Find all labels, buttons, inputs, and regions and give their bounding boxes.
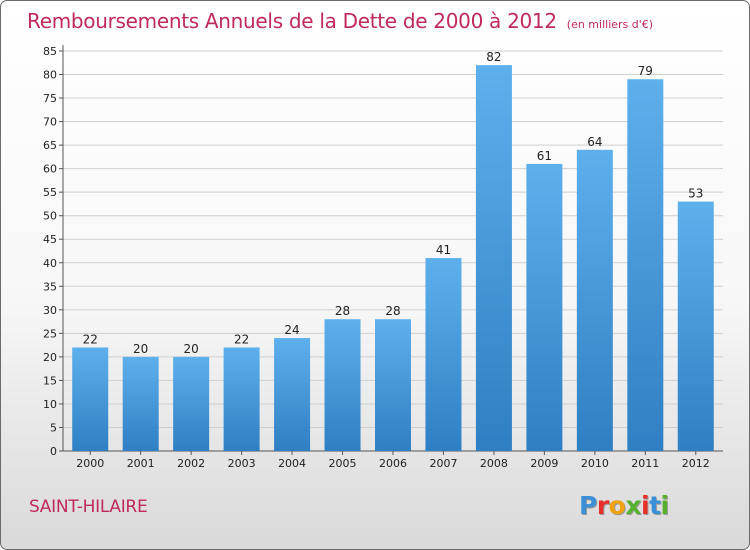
- logo-letter: r: [596, 491, 609, 520]
- value-label-2001: 20: [133, 342, 148, 356]
- y-tick-label-25: 25: [43, 327, 57, 340]
- value-label-2012: 53: [688, 187, 703, 201]
- value-label-2008: 82: [486, 50, 501, 64]
- value-label-2010: 64: [587, 135, 602, 149]
- value-label-2005: 28: [335, 304, 350, 318]
- chart-title: Remboursements Annuels de la Dette de 20…: [27, 9, 653, 33]
- bar-2011: [627, 79, 664, 451]
- axis-layer: 0 5 10 15 20 25 30 35 40 45 50 55 60 65 70 75 80 85 2000 20…: [43, 45, 723, 470]
- bar-2009: [526, 163, 563, 452]
- y-tick-label-20: 20: [43, 351, 57, 364]
- y-tick-label-80: 80: [43, 69, 57, 82]
- y-tick-label-75: 75: [43, 92, 57, 105]
- logo-letter: P: [579, 491, 597, 520]
- value-label-2007: 41: [436, 243, 451, 257]
- x-tick-label-2003: 2003: [228, 457, 256, 470]
- value-label-2009: 61: [537, 149, 552, 163]
- logo-letter: i: [641, 491, 650, 520]
- value-label-2011: 79: [638, 64, 653, 78]
- y-tick-label-70: 70: [43, 116, 57, 129]
- bar-2003: [223, 347, 260, 451]
- bar-2006: [375, 319, 411, 451]
- value-label-2003: 22: [234, 332, 249, 346]
- logo-letter: o: [608, 491, 626, 520]
- y-tick-label-45: 45: [43, 233, 57, 246]
- x-tick-label-2001: 2001: [127, 457, 155, 470]
- y-tick-label-55: 55: [43, 186, 57, 199]
- y-tick-label-35: 35: [43, 280, 57, 293]
- x-tick-label-2008: 2008: [480, 457, 508, 470]
- y-tick-label-85: 85: [43, 45, 57, 58]
- value-label-2000: 22: [83, 332, 98, 346]
- x-tick-label-2004: 2004: [278, 457, 306, 470]
- y-tick-label-40: 40: [43, 257, 57, 270]
- y-tick-label-30: 30: [43, 304, 57, 317]
- logo-letter: x: [625, 491, 641, 520]
- bar-layer: [72, 65, 714, 452]
- chart-subtitle: (en milliers d'€): [566, 18, 654, 31]
- bar-2005: [324, 319, 361, 451]
- y-tick-label-15: 15: [43, 374, 57, 387]
- y-tick-label-50: 50: [43, 210, 57, 223]
- logo-letter: t: [649, 491, 661, 520]
- proxiti-logo: Proxiti: [579, 491, 669, 520]
- bar-2001: [122, 356, 159, 451]
- value-label-2006: 28: [385, 304, 400, 318]
- bar-2010: [576, 149, 613, 451]
- bar-2008: [475, 65, 512, 451]
- bar-2004: [274, 338, 311, 451]
- y-tick-label-60: 60: [43, 163, 57, 176]
- x-tick-label-2000: 2000: [76, 457, 104, 470]
- y-tick-label-65: 65: [43, 139, 57, 152]
- value-label-2002: 20: [184, 342, 199, 356]
- x-tick-label-2012: 2012: [682, 457, 710, 470]
- y-tick-label-0: 0: [50, 445, 57, 458]
- y-tick-label-10: 10: [43, 398, 57, 411]
- x-tick-label-2011: 2011: [631, 457, 659, 470]
- location-name: SAINT-HILAIRE: [29, 497, 148, 517]
- x-tick-label-2006: 2006: [379, 457, 407, 470]
- x-tick-label-2010: 2010: [581, 457, 609, 470]
- x-tick-label-2005: 2005: [329, 457, 357, 470]
- bar-2002: [173, 356, 210, 451]
- chart-title-text: Remboursements Annuels de la Dette de 20…: [27, 9, 557, 33]
- value-label-2004: 24: [284, 323, 299, 337]
- bar-2012: [677, 201, 714, 451]
- bar-2000: [72, 347, 109, 451]
- logo-letter: i: [660, 491, 670, 520]
- bar-2007: [425, 258, 462, 451]
- x-tick-label-2002: 2002: [177, 457, 205, 470]
- x-tick-label-2009: 2009: [530, 457, 558, 470]
- x-tick-label-2007: 2007: [429, 457, 457, 470]
- label-layer: 22 20 20 22 24 28 28 41 82 61 64 79 53: [83, 50, 704, 356]
- y-tick-label-5: 5: [50, 421, 57, 434]
